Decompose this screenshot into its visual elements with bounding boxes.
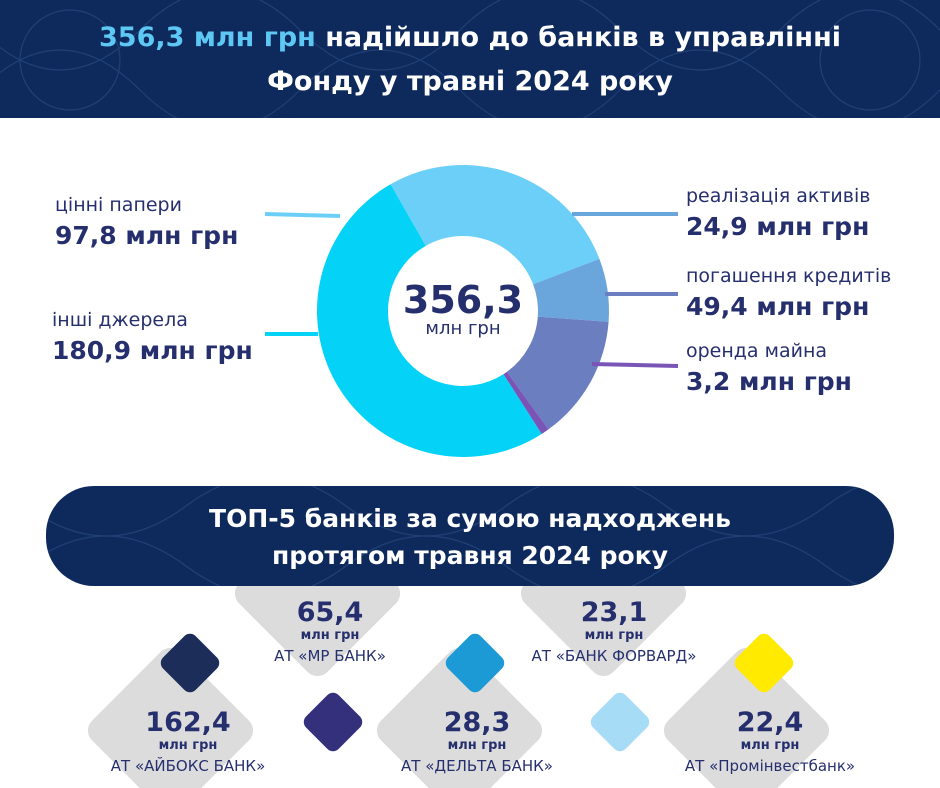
- label-rent-name: оренда майна: [686, 340, 828, 362]
- title-line2: Фонду у травні 2024 року: [267, 66, 673, 97]
- top5-title-line1: ТОП-5 банків за сумою надходжень: [209, 504, 731, 533]
- header-banner: 356,3 млн грн надійшло до банків в управ…: [0, 0, 940, 118]
- top5-title: ТОП-5 банків за сумою надходжень протяго…: [46, 500, 894, 574]
- top5-banks: 65,4 млн грн АТ «МР БАНК» 23,1 млн грн А…: [0, 586, 940, 788]
- label-other-value: 180,9 млн грн: [52, 336, 253, 365]
- bank-tile-prominvest: [663, 647, 830, 788]
- diamonds-svg: [87, 586, 830, 788]
- top5-banner: ТОП-5 банків за сумою надходжень протяго…: [46, 486, 894, 586]
- bank-forward: 23,1 млн грн АТ «БАНК ФОРВАРД»: [524, 598, 704, 667]
- donut-slice-securities: [390, 165, 600, 285]
- bank-forward-unit: млн грн: [584, 628, 644, 643]
- bank-prominvest: 22,4 млн грн АТ «Промінвестбанк»: [670, 708, 870, 777]
- label-securities-name: цінні папери: [55, 194, 182, 216]
- bank-marker-prominvest: [734, 633, 794, 693]
- bank-mr-unit: млн грн: [300, 628, 360, 643]
- page-title: 356,3 млн грн надійшло до банків в управ…: [0, 16, 940, 104]
- bank-prominvest-unit: млн грн: [740, 738, 800, 753]
- bank-marker-forward: [590, 692, 650, 752]
- label-other-name: інші джерела: [52, 309, 188, 331]
- label-credits-value: 49,4 млн грн: [686, 292, 870, 321]
- bank-delta-name: АТ «ДЕЛЬТА БАНК»: [401, 757, 553, 775]
- label-assets: реалізація активів 24,9 млн грн: [686, 183, 870, 245]
- label-rent-value: 3,2 млн грн: [686, 367, 852, 396]
- donut-center-value: 356,3: [402, 278, 524, 322]
- bank-mr-value: 65,4: [296, 597, 364, 628]
- donut-slice-rent: [503, 371, 549, 435]
- bank-forward-value: 23,1: [580, 597, 648, 628]
- label-credits: погашення кредитів 49,4 млн грн: [686, 263, 891, 325]
- bank-ibox: 162,4 млн грн АТ «АЙБОКС БАНК»: [98, 708, 278, 777]
- donut-slice-credits: [506, 316, 609, 430]
- bank-forward-name: АТ «БАНК ФОРВАРД»: [531, 647, 697, 665]
- donut-slice-assets: [533, 258, 609, 322]
- top5-pattern: [46, 486, 862, 586]
- bank-tile-ibox: [87, 647, 254, 788]
- donut-svg: [264, 165, 679, 457]
- label-credits-name: погашення кредитів: [686, 265, 892, 287]
- bank-mr: 65,4 млн грн АТ «МР БАНК»: [250, 598, 410, 667]
- bank-delta-unit: млн грн: [447, 738, 507, 753]
- label-rent: оренда майна 3,2 млн грн: [686, 338, 852, 400]
- bank-ibox-name: АТ «АЙБОКС БАНК»: [110, 757, 266, 775]
- label-other: інші джерела 180,9 млн грн: [52, 307, 253, 369]
- header-pattern: [0, 0, 940, 118]
- label-assets-name: реалізація активів: [686, 185, 871, 207]
- label-assets-value: 24,9 млн грн: [686, 212, 870, 241]
- bank-delta-value: 28,3: [443, 707, 511, 738]
- bank-marker-ibox: [160, 633, 220, 693]
- donut-center-unit: млн грн: [425, 318, 501, 339]
- bank-tile-forward: [520, 586, 687, 677]
- bank-tile-mr: [234, 586, 401, 677]
- bank-marker-mr: [303, 692, 363, 752]
- leader-line-rent: [591, 362, 679, 368]
- top5-title-line2: протягом травня 2024 року: [272, 541, 668, 570]
- bank-tile-delta: [376, 647, 543, 788]
- bank-ibox-value: 162,4: [145, 707, 231, 738]
- donut-chart: 356,3 млн грн цінні папери 97,8 млн грн …: [0, 118, 940, 488]
- bank-prominvest-value: 22,4: [736, 707, 804, 738]
- title-line1-rest: надійшло до банків в управлінні: [315, 22, 841, 53]
- label-securities-value: 97,8 млн грн: [55, 221, 239, 250]
- bank-marker-delta: [445, 633, 505, 693]
- bank-ibox-unit: млн грн: [158, 738, 218, 753]
- bank-mr-name: АТ «МР БАНК»: [274, 647, 386, 665]
- bank-delta: 28,3 млн грн АТ «ДЕЛЬТА БАНК»: [387, 708, 567, 777]
- bank-prominvest-name: АТ «Промінвестбанк»: [684, 757, 856, 775]
- label-securities: цінні папери 97,8 млн грн: [55, 192, 238, 254]
- donut-slice-other: [316, 184, 542, 457]
- leader-line-securities: [264, 212, 341, 218]
- title-accent: 356,3 млн грн: [99, 22, 316, 53]
